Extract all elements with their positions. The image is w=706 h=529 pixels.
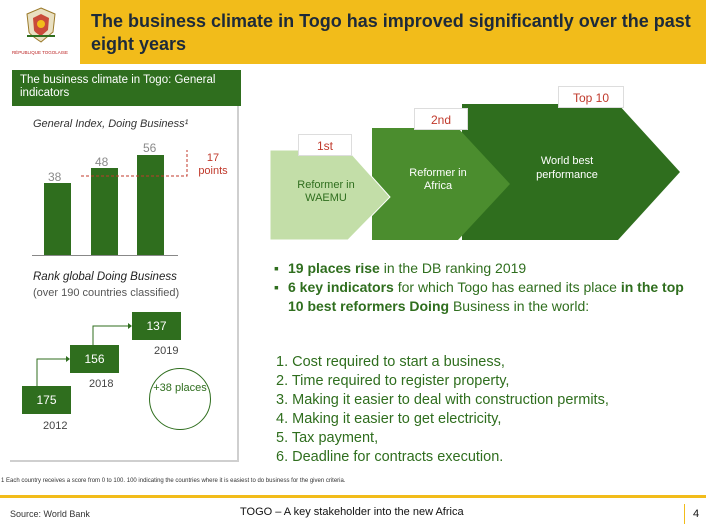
rank-subtitle: (over 190 countries classified) xyxy=(33,287,180,299)
rank-year-2019: 2019 xyxy=(154,345,179,357)
index-gain-callout: 17 points xyxy=(198,152,228,177)
highlight-item: ▪ 6 key indicators for which Togo has ear… xyxy=(274,279,684,314)
footer-divider xyxy=(0,495,706,498)
bullet-square-icon: ▪ xyxy=(274,279,279,295)
indicator-item: 3. Making it easier to deal with constru… xyxy=(276,392,609,408)
indicator-item: 2. Time required to register property, xyxy=(276,373,510,389)
indicator-list: 1. Cost required to start a business, 2.… xyxy=(276,353,696,467)
chevron-tag-top10: Top 10 xyxy=(558,86,624,108)
indicator-item: 1. Cost required to start a business, xyxy=(276,354,505,370)
indicator-item: 4. Making it easier to get electricity, xyxy=(276,411,502,427)
index-bar-2018 xyxy=(91,168,118,255)
chevron-2nd xyxy=(372,128,510,240)
key-highlights: ▪ 19 places rise in the DB ranking 2019 ▪… xyxy=(274,259,694,316)
page-number-rule xyxy=(684,504,685,524)
chevron-text-2nd: Reformer in Africa xyxy=(409,167,467,192)
indicators-panel xyxy=(10,70,239,462)
page-title: The business climate in Togo has improve… xyxy=(91,11,691,54)
source-note: Source: World Bank xyxy=(10,509,90,519)
index-subtitle: General Index, Doing Business¹ xyxy=(33,118,189,130)
index-label-2012: 38 xyxy=(48,170,62,184)
chevron-tag-1st: 1st xyxy=(298,134,352,156)
chevron-top10 xyxy=(462,104,680,240)
rank-gain-badge: +38 places xyxy=(149,368,211,430)
page-number: 4 xyxy=(693,508,700,520)
chevron-tag-2nd: 2nd xyxy=(414,108,468,130)
footnote: 1 Each country receives a score from 0 t… xyxy=(1,478,346,484)
footer-tagline: TOGO – A key stakeholder into the new Af… xyxy=(240,506,464,518)
indicator-item: 5. Tax payment, xyxy=(276,430,379,446)
chevron-text-top10: World best performance xyxy=(536,155,598,181)
logo: RÉPUBLIQUE TOGOLAISE xyxy=(0,0,80,64)
rank-box-2018: 156 xyxy=(70,345,119,373)
rank-title: Rank global Doing Business xyxy=(33,271,177,283)
rank-box-2019: 137 xyxy=(132,312,181,340)
index-bar-2012 xyxy=(44,183,71,255)
logo-caption: RÉPUBLIQUE TOGOLAISE xyxy=(11,50,69,55)
bullet-square-icon: ▪ xyxy=(274,260,279,276)
rank-box-2012: 175 xyxy=(22,386,71,414)
indicator-item: 6. Deadline for contracts execution. xyxy=(276,449,504,465)
header-bar xyxy=(0,0,706,64)
rank-year-2012: 2012 xyxy=(43,420,68,432)
rank-year-2018: 2018 xyxy=(89,378,114,390)
chevron-text-1st: Reformer in WAEMU xyxy=(297,179,355,204)
coat-of-arms-icon xyxy=(26,7,56,43)
chart-axis xyxy=(32,255,178,256)
panel-heading: The business climate in Togo: General in… xyxy=(12,70,241,106)
highlight-item: ▪ 19 places rise in the DB ranking 2019 xyxy=(274,260,527,276)
